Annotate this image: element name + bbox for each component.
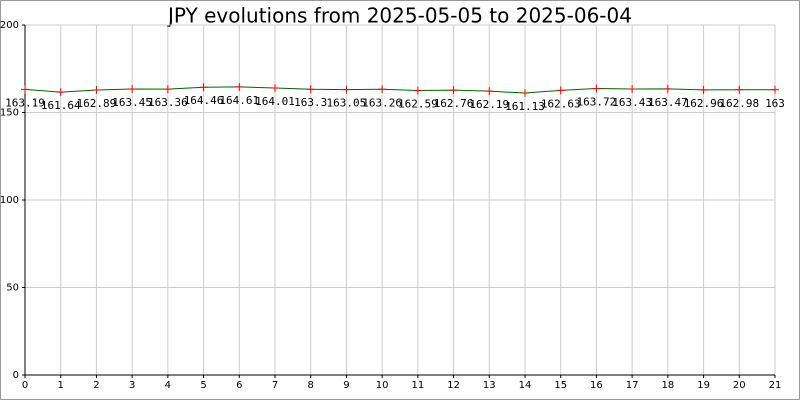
value-label: 162.76 <box>434 97 474 110</box>
marker <box>485 87 494 96</box>
marker <box>521 89 529 98</box>
x-tick-label: 19 <box>697 380 710 391</box>
value-label: 163.43 <box>612 96 652 109</box>
marker <box>592 84 601 93</box>
value-label: 162.19 <box>469 98 509 111</box>
marker <box>235 82 244 91</box>
y-tick-label: 100 <box>0 195 19 206</box>
x-tick-label: 17 <box>626 380 639 391</box>
x-tick-label: 3 <box>129 380 135 391</box>
marker <box>413 86 422 95</box>
x-tick-label: 2 <box>93 380 99 391</box>
x-tick-label: 11 <box>411 380 424 391</box>
marker <box>306 85 315 94</box>
marker <box>663 84 672 93</box>
marker <box>128 84 137 93</box>
x-tick-label: 14 <box>519 380 532 391</box>
y-tick-label: 150 <box>0 108 19 119</box>
marker <box>449 86 458 95</box>
x-tick-label: 12 <box>447 380 460 391</box>
x-tick-label: 16 <box>590 380 603 391</box>
x-tick-label: 13 <box>483 380 496 391</box>
value-label: 163.3 <box>294 96 327 109</box>
x-tick-label: 15 <box>554 380 567 391</box>
value-label: 164.01 <box>255 95 295 108</box>
line <box>24 86 776 94</box>
y-tick-label: 200 <box>0 20 19 31</box>
x-tick-label: 10 <box>376 380 389 391</box>
x-tick-label: 18 <box>661 380 674 391</box>
x-tick-label: 6 <box>236 380 242 391</box>
marker <box>56 88 65 97</box>
value-label: 162.98 <box>719 97 759 110</box>
value-label: 163.05 <box>327 97 367 110</box>
value-label: 163 <box>765 97 785 110</box>
x-tick-label: 4 <box>165 380 171 391</box>
value-label: 162.89 <box>77 97 117 110</box>
marker <box>92 85 101 94</box>
marker <box>628 84 637 93</box>
marker <box>271 83 279 92</box>
value-label: 162.59 <box>398 97 438 110</box>
x-tick-label: 5 <box>200 380 206 391</box>
x-tick-label: 21 <box>769 380 782 391</box>
marker <box>163 85 172 94</box>
y-tick-label: 50 <box>6 283 19 294</box>
x-tick-label: 9 <box>343 380 349 391</box>
marker <box>21 85 29 94</box>
marker <box>199 83 208 92</box>
value-label: 164.46 <box>184 94 224 107</box>
x-tick-label: 7 <box>272 380 278 391</box>
chart-title: JPY evolutions from 2025-05-05 to 2025-0… <box>166 4 632 28</box>
x-tick-label: 1 <box>58 380 64 391</box>
value-label: 163.19 <box>5 96 45 109</box>
marker <box>771 85 779 94</box>
value-label: 161.64 <box>41 99 81 112</box>
value-label: 163.36 <box>148 96 188 109</box>
x-tick-label: 0 <box>22 380 28 391</box>
value-label: 163.45 <box>112 96 152 109</box>
value-label: 162.96 <box>684 97 724 110</box>
value-label: 161.13 <box>505 100 545 113</box>
x-tick-label: 8 <box>308 380 314 391</box>
value-label: 164.61 <box>219 94 259 107</box>
y-tick-label: 0 <box>13 370 19 381</box>
value-label: 163.26 <box>362 96 402 109</box>
value-label: 163.72 <box>577 95 617 108</box>
marker <box>699 85 708 94</box>
marker <box>378 85 387 94</box>
x-tick-label: 20 <box>733 380 746 391</box>
marker <box>556 86 565 95</box>
marker <box>735 85 744 94</box>
value-label: 163.47 <box>648 96 688 109</box>
value-label: 162.63 <box>541 97 581 110</box>
marker <box>342 85 351 94</box>
